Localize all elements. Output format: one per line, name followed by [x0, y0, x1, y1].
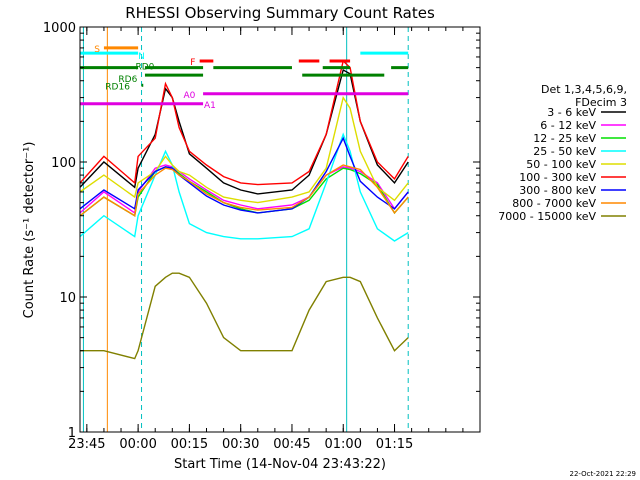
- x-tick-label-4: 00:45: [273, 437, 310, 452]
- legend-label-8: 7000 - 15000 keV: [498, 210, 596, 223]
- legend-label-3: 25 - 50 keV: [533, 145, 596, 158]
- footer-date: 22-Oct-2021 22:29: [570, 470, 636, 478]
- series-group: [80, 59, 409, 360]
- flag-label-5: RD16: [105, 82, 130, 92]
- flag-label-0: S: [94, 45, 100, 55]
- series-line-7: [80, 164, 409, 217]
- flag-label-6: A0: [183, 91, 195, 101]
- x-tick-label-2: 00:15: [171, 437, 208, 452]
- legend-header-line-2: FDecim 3: [575, 96, 627, 109]
- y-tick-label-3: 1000: [43, 21, 76, 36]
- legend-label-1: 6 - 12 keV: [540, 119, 596, 132]
- x-axis-label: Start Time (14-Nov-04 23:43:22): [174, 457, 386, 472]
- axes-frame: [79, 26, 481, 433]
- series-line-6: [80, 136, 409, 214]
- legend-label-2: 12 - 25 keV: [533, 132, 596, 145]
- x-tick-label-5: 01:00: [325, 437, 362, 452]
- x-tick-label-6: 01:15: [376, 437, 413, 452]
- x-tick-label-0: 23:45: [68, 437, 105, 452]
- legend-label-7: 800 - 7000 keV: [512, 197, 596, 210]
- series-line-8: [80, 272, 409, 360]
- y-axis-label: Count Rate (s⁻¹ detector⁻¹): [22, 142, 37, 319]
- flag-label-3: RD0: [135, 62, 154, 72]
- series-line-3: [80, 132, 409, 242]
- legend-label-6: 300 - 800 keV: [519, 184, 596, 197]
- flag-label-2: F: [190, 58, 195, 68]
- series-line-4: [80, 95, 409, 204]
- x-tick-label-1: 00:00: [119, 437, 156, 452]
- flag-label-1: N: [138, 52, 145, 62]
- y-tick-label-1: 10: [59, 291, 76, 306]
- flag-label-7: A1: [204, 101, 216, 111]
- legend-label-5: 100 - 300 keV: [519, 171, 596, 184]
- legend-header-line-1: Det 1,3,4,5,6,9,: [541, 83, 627, 96]
- y-tick-label-0: 1: [68, 426, 76, 441]
- legend-label-0: 3 - 6 keV: [547, 106, 596, 119]
- flag-label-4: RD6: [118, 75, 137, 85]
- y-tick-label-2: 100: [51, 156, 76, 171]
- legend-label-4: 50 - 100 keV: [526, 158, 596, 171]
- chart-title: RHESSI Observing Summary Count Rates: [125, 4, 435, 22]
- x-tick-label-3: 00:30: [222, 437, 259, 452]
